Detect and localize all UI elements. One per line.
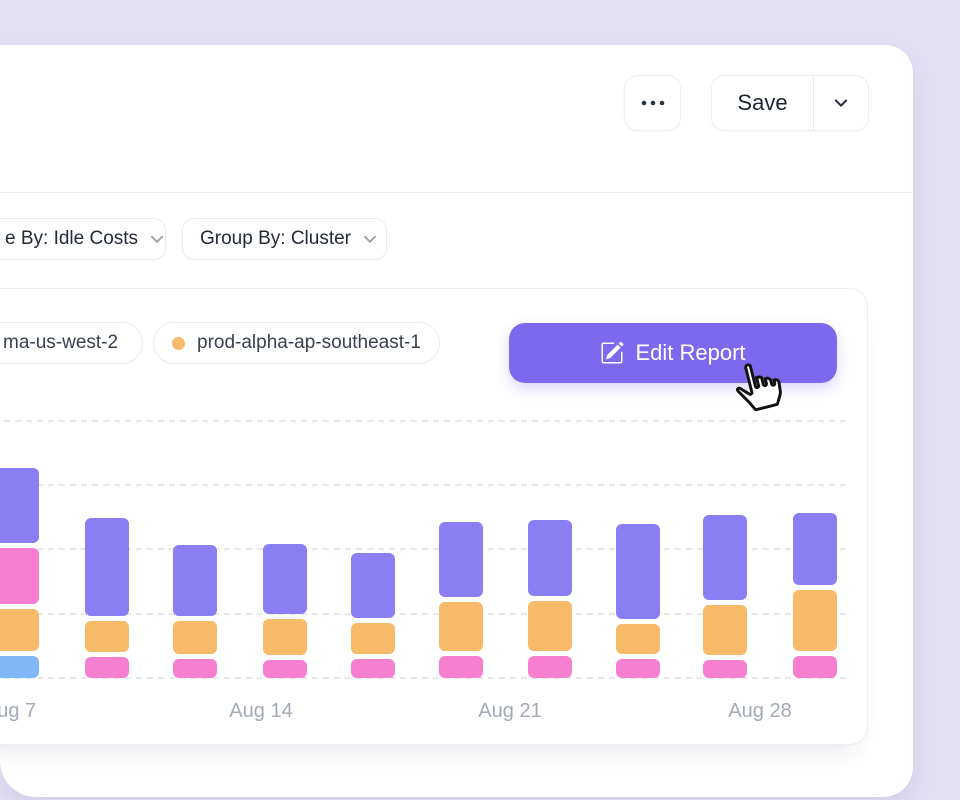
save-dropdown-button[interactable] [814,76,868,130]
bar-segment-pink[interactable] [85,657,129,678]
bar-segment-purple[interactable] [351,553,395,618]
edit-report-button[interactable]: Edit Report [509,323,837,383]
bar-segment-orange[interactable] [173,621,217,654]
save-split-button: Save [711,75,869,131]
bar-segment-purple[interactable] [793,513,837,585]
bar-segment-purple[interactable] [528,520,572,596]
bar-segment-purple[interactable] [173,545,217,616]
bar-segment-pink[interactable] [263,660,307,678]
bar-segment-pink[interactable] [173,659,217,678]
bar-segment-purple[interactable] [703,515,747,600]
main-panel: Save e By: Idle Costs Group By: Cluster … [0,45,913,797]
chevron-down-icon [834,99,848,107]
filter-label: e By: Idle Costs [5,228,139,249]
save-button[interactable]: Save [712,76,814,130]
ellipsis-icon [641,100,664,106]
bar-segment-pink[interactable] [793,656,837,678]
legend-dot [172,336,185,350]
bar-segment-orange[interactable] [351,623,395,654]
filter-label: Group By: Cluster [200,228,351,249]
bar-segment-pink[interactable] [703,660,747,678]
bar-segment-orange[interactable] [0,609,39,651]
bar-segment-purple[interactable] [263,544,307,614]
bar-segment-pink[interactable] [439,656,483,678]
bar-segment-orange[interactable] [439,602,483,651]
bar-segment-purple[interactable] [439,522,483,597]
bar-segment-orange[interactable] [528,601,572,651]
bar-segment-orange[interactable] [85,621,129,652]
size-by-filter-dropdown[interactable]: e By: Idle Costs [0,218,166,260]
bar-segment-blue[interactable] [0,656,39,678]
bar-segment-purple[interactable] [616,524,660,619]
bar-segment-orange[interactable] [703,605,747,655]
cursor-pointer-icon [735,363,782,412]
edit-pencil-icon [601,341,624,364]
legend-item-prod-alpha-ap-southeast-1[interactable]: prod-alpha-ap-southeast-1 [153,322,440,364]
bar-segment-orange[interactable] [793,590,837,651]
bar-segment-orange[interactable] [263,619,307,655]
group-by-filter-dropdown[interactable]: Group By: Cluster [182,218,387,260]
legend-label: prod-alpha-ap-southeast-1 [197,332,421,353]
bar-segment-pink[interactable] [616,659,660,678]
bar-segment-pink[interactable] [528,656,572,678]
bar-segment-purple[interactable] [85,518,129,616]
edit-report-label: Edit Report [635,340,746,365]
bar-segment-pink[interactable] [351,659,395,678]
chevron-down-icon [363,235,377,243]
more-options-button[interactable] [624,75,681,131]
header-divider [0,192,913,193]
bar-segment-purple[interactable] [0,468,39,543]
bar-segment-orange[interactable] [616,624,660,654]
bar-segment-pink[interactable] [0,548,39,604]
legend-item-us-west-2[interactable]: ma-us-west-2 [0,322,143,364]
chevron-down-icon [151,235,164,243]
legend-label: ma-us-west-2 [3,332,119,353]
